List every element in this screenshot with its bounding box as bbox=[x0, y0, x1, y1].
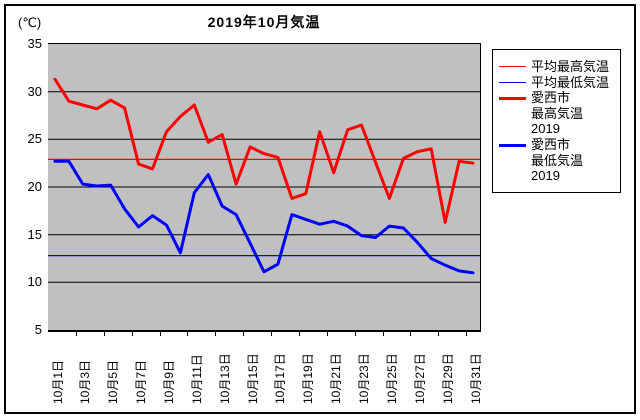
x-axis-tick bbox=[159, 332, 161, 336]
y-axis-tick-label: 30 bbox=[27, 83, 42, 99]
legend-item: 愛西市 最低気温 2019 bbox=[499, 137, 615, 184]
x-axis-tick-label: 10月23日 bbox=[357, 353, 371, 404]
x-axis-tick-label: 10月21日 bbox=[329, 353, 344, 404]
legend-item-label: 平均最低気温 bbox=[531, 74, 610, 90]
x-axis-tick bbox=[131, 332, 133, 336]
x-axis-tick bbox=[326, 332, 328, 336]
legend-line-swatch bbox=[499, 81, 526, 83]
legend-line-swatch bbox=[499, 143, 526, 147]
x-axis-tick bbox=[466, 332, 468, 336]
x-axis-tick bbox=[410, 332, 412, 336]
x-axis-tick-label: 10月31日 bbox=[468, 353, 483, 404]
legend: 平均最高気温 平均最低気温 愛西市 最高気温 2019 愛西市 最低気温 2019 bbox=[492, 49, 621, 193]
legend-item-label: 平均最高気温 bbox=[531, 59, 610, 74]
x-axis-tick bbox=[243, 332, 245, 336]
legend-item: 平均最高気温 bbox=[499, 59, 615, 75]
plot-area bbox=[48, 43, 481, 332]
y-axis-tick-label: 20 bbox=[27, 179, 42, 194]
legend-item: 平均最低気温 bbox=[499, 75, 615, 91]
x-axis-tick-label: 10月11日 bbox=[189, 354, 204, 404]
x-axis-tick bbox=[215, 332, 217, 336]
y-axis-tick-label: 5 bbox=[34, 322, 42, 337]
x-axis-tick-label: 10月5日 bbox=[106, 359, 121, 404]
x-axis-tick-label: 10月9日 bbox=[162, 359, 176, 404]
x-axis-tick bbox=[438, 332, 440, 336]
y-axis-unit-label: (℃) bbox=[18, 15, 42, 30]
x-axis-tick-label: 10月13日 bbox=[217, 353, 232, 404]
x-axis-tick-label: 10月15日 bbox=[245, 353, 260, 404]
x-axis-tick-label: 10月7日 bbox=[134, 359, 149, 404]
x-axis-tick-label: 10月3日 bbox=[78, 359, 93, 404]
min-temp-series-line bbox=[53, 159, 475, 275]
x-axis-tick bbox=[382, 332, 384, 336]
legend-line-swatch bbox=[499, 66, 526, 67]
x-axis-tick-label: 10月25日 bbox=[384, 353, 399, 404]
chart-svg bbox=[48, 77, 480, 283]
x-axis-tick-label: 10月27日 bbox=[412, 353, 427, 404]
y-axis-tick-label: 25 bbox=[27, 131, 42, 147]
max-temp-series-line bbox=[53, 77, 475, 224]
legend-item-label: 愛西市 最高気温 2019 bbox=[531, 90, 584, 137]
x-axis-tick bbox=[187, 332, 189, 336]
x-axis-tick bbox=[75, 332, 77, 336]
legend-item: 愛西市 最高気温 2019 bbox=[499, 90, 615, 137]
x-axis-tick-label: 10月1日 bbox=[50, 359, 65, 404]
chart-title: 2019年10月気温 bbox=[207, 14, 321, 30]
x-axis-tick bbox=[298, 332, 300, 336]
x-axis-tick bbox=[354, 332, 356, 336]
y-axis-tick-label: 15 bbox=[27, 226, 42, 242]
legend-line-swatch bbox=[499, 97, 526, 101]
x-axis-tick-label: 10月17日 bbox=[273, 353, 288, 404]
x-axis-tick bbox=[271, 332, 272, 336]
y-axis-tick-label: 35 bbox=[27, 36, 42, 51]
x-axis-tick-label: 10月29日 bbox=[440, 353, 455, 404]
x-axis-tick-label: 10月19日 bbox=[301, 353, 316, 404]
legend-item-label: 愛西市 最低気温 2019 bbox=[531, 136, 584, 184]
x-axis-tick bbox=[103, 332, 105, 336]
y-axis-tick-label: 10 bbox=[27, 274, 42, 290]
